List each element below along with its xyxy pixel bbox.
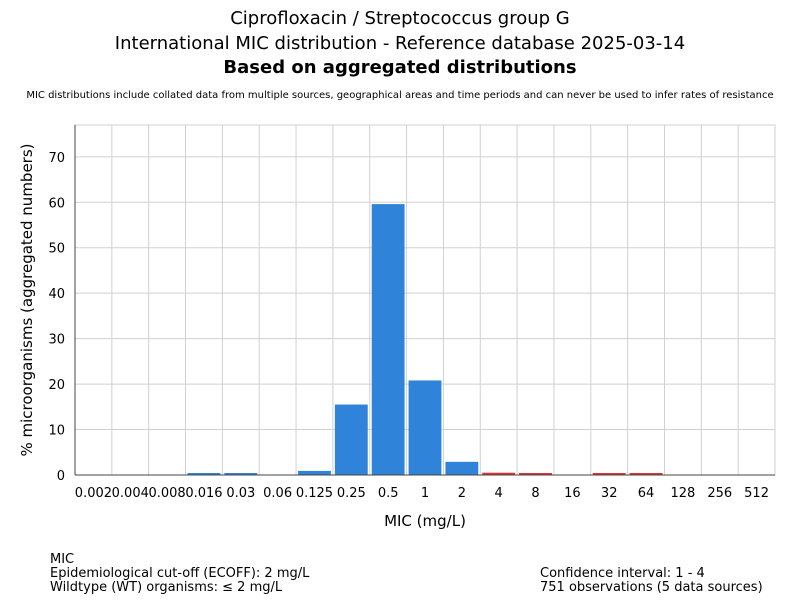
- y-tick-label: 40: [48, 287, 65, 302]
- footer-right: Confidence interval: 1 - 4 751 observati…: [540, 567, 763, 595]
- footer-observations: 751 observations (5 data sources): [540, 580, 763, 595]
- footer-wildtype: Wildtype (WT) organisms: ≤ 2 mg/L: [50, 580, 283, 595]
- footer-mic: MIC: [50, 552, 75, 567]
- x-tick-label: 0.25: [337, 486, 366, 501]
- chart-subtitle-bold: Based on aggregated distributions: [223, 57, 577, 78]
- y-tick-label: 20: [48, 378, 65, 393]
- x-tick-label: 0.5: [378, 486, 399, 501]
- bar-0.125: [298, 470, 331, 475]
- x-tick-label: 1: [421, 486, 429, 501]
- chart-note: MIC distributions include collated data …: [26, 90, 774, 101]
- chart-subtitle: International MIC distribution - Referen…: [114, 33, 686, 54]
- x-tick-label: 0.016: [185, 486, 222, 501]
- x-tick-label: 8: [531, 486, 539, 501]
- x-tick-label: 0.125: [296, 486, 333, 501]
- y-tick-label: 0: [57, 469, 65, 484]
- bar-4: [482, 472, 516, 475]
- x-tick-label: 256: [707, 486, 732, 501]
- x-axis-label: MIC (mg/L): [384, 512, 466, 530]
- bar-0.5: [371, 204, 405, 475]
- y-tick-label: 70: [48, 151, 65, 166]
- x-tick-label: 4: [495, 486, 503, 501]
- x-tick-label: 2: [458, 486, 466, 501]
- bar-8: [519, 473, 552, 475]
- bar-0.25: [334, 404, 368, 475]
- y-axis-label: % microorganisms (aggregated numbers): [18, 143, 36, 456]
- y-tick-label: 50: [48, 242, 65, 257]
- bar-0.03: [224, 473, 258, 475]
- x-tick-label: 512: [744, 486, 769, 501]
- x-tick-label: 64: [638, 486, 655, 501]
- x-tick-label: 0.06: [263, 486, 292, 501]
- x-tick-label: 0.004: [112, 486, 149, 501]
- y-tick-label: 60: [48, 196, 65, 211]
- x-tick-label: 32: [601, 486, 618, 501]
- x-tick-label: 16: [564, 486, 581, 501]
- footer-ecoff: Epidemiological cut-off (ECOFF): 2 mg/L: [50, 566, 310, 581]
- bar-0.016: [187, 473, 221, 475]
- x-tick-label: 0.002: [75, 486, 112, 501]
- y-tick-label: 30: [48, 333, 65, 348]
- chart-title: Ciprofloxacin / Streptococcus group G: [230, 8, 570, 29]
- bar-64: [629, 473, 663, 475]
- y-tick-label: 10: [48, 424, 65, 439]
- footer-left: MIC Epidemiological cut-off (ECOFF): 2 m…: [50, 553, 309, 595]
- footer-confidence: Confidence interval: 1 - 4: [540, 566, 705, 581]
- bar-32: [592, 473, 626, 475]
- x-tick-label: 0.03: [226, 486, 255, 501]
- x-tick-label: 128: [670, 486, 695, 501]
- bar-2: [445, 461, 479, 475]
- x-tick-label: 0.008: [148, 486, 185, 501]
- bar-1: [408, 380, 442, 475]
